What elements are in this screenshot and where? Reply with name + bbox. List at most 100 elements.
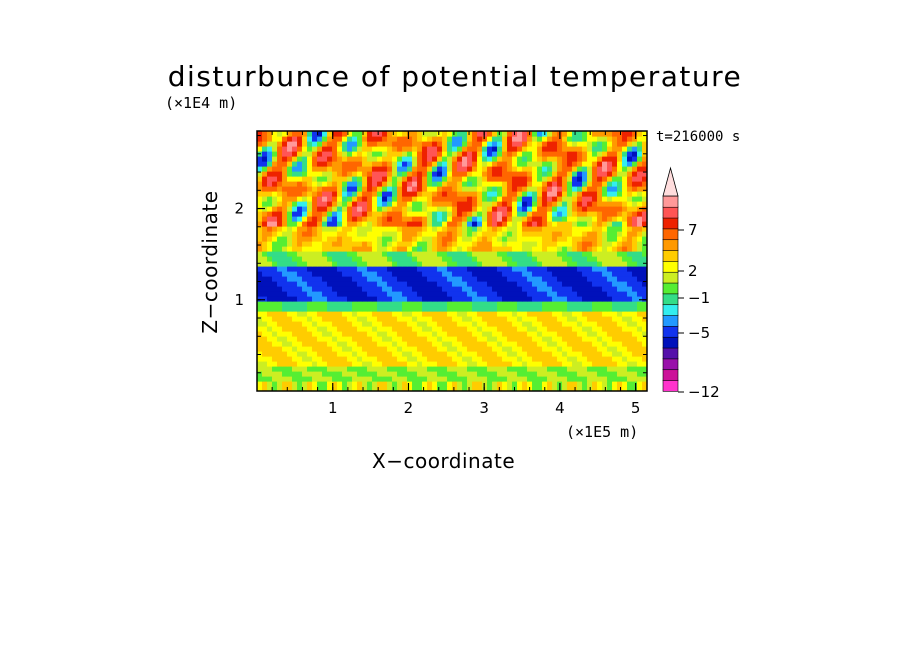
field-cell [607, 301, 613, 307]
field-cell [437, 321, 443, 327]
field-cell [587, 311, 593, 317]
field-cell [402, 261, 408, 267]
field-cell [627, 176, 633, 182]
field-cell [447, 371, 453, 377]
field-cell [502, 166, 508, 172]
field-cell [587, 191, 593, 197]
field-cell [457, 251, 463, 257]
field-cell [642, 336, 647, 342]
field-cell [422, 266, 428, 272]
field-cell [262, 196, 268, 202]
field-cell [392, 291, 398, 297]
field-cell [257, 311, 263, 317]
field-cell [412, 206, 418, 212]
field-cell [337, 221, 343, 227]
field-cell [607, 256, 613, 262]
field-cell [447, 236, 453, 242]
field-cell [587, 231, 593, 237]
field-cell [612, 321, 618, 327]
field-cell [357, 346, 363, 352]
field-cell [277, 306, 283, 312]
field-cell [482, 151, 488, 157]
field-cell [582, 346, 588, 352]
field-cell [537, 271, 543, 277]
field-cell [572, 201, 578, 207]
field-cell [262, 306, 268, 312]
field-cell [532, 386, 538, 391]
field-cell [332, 146, 338, 152]
field-cell [312, 316, 318, 322]
field-cell [552, 276, 558, 282]
field-cell [347, 311, 353, 317]
field-cell [322, 226, 328, 232]
field-cell [372, 136, 378, 142]
field-cell [642, 181, 647, 187]
field-cell [362, 151, 368, 157]
field-cell [522, 276, 528, 282]
field-cell [642, 146, 647, 152]
field-cell [322, 246, 328, 252]
colorbar-swatch [662, 260, 679, 273]
field-cell [287, 276, 293, 282]
field-cell [502, 191, 508, 197]
field-cell [302, 221, 308, 227]
field-cell [612, 341, 618, 347]
field-cell [377, 351, 383, 357]
field-cell [312, 366, 318, 372]
field-cell [412, 246, 418, 252]
field-cell [452, 216, 458, 222]
field-cell [517, 381, 523, 387]
field-cell [457, 316, 463, 322]
field-cell [442, 306, 448, 312]
field-cell [317, 211, 323, 217]
field-cell [642, 346, 647, 352]
field-cell [577, 196, 583, 202]
field-cell [642, 251, 647, 257]
field-cell [507, 151, 513, 157]
field-cell [487, 331, 493, 337]
field-cell [487, 166, 493, 172]
field-cell [482, 156, 488, 162]
field-cell [427, 301, 433, 307]
field-cell [262, 291, 268, 297]
field-cell [427, 356, 433, 362]
field-cell [367, 186, 373, 192]
field-cell [327, 356, 333, 362]
field-cell [517, 331, 523, 337]
field-cell [407, 281, 413, 287]
field-cell [462, 371, 468, 377]
field-cell [442, 186, 448, 192]
field-cell [587, 281, 593, 287]
field-cell [462, 291, 468, 297]
field-cell [547, 261, 553, 267]
field-cell [332, 136, 338, 142]
field-cell [607, 206, 613, 212]
field-cell [392, 181, 398, 187]
field-cell [437, 181, 443, 187]
field-cell [567, 216, 573, 222]
field-cell [487, 261, 493, 267]
field-cell [277, 216, 283, 222]
field-cell [282, 336, 288, 342]
field-cell [297, 321, 303, 327]
field-cell [617, 386, 623, 391]
field-cell [317, 301, 323, 307]
field-cell [502, 301, 508, 307]
field-cell [567, 331, 573, 337]
field-cell [592, 346, 598, 352]
field-cell [567, 326, 573, 332]
field-cell [602, 236, 608, 242]
field-cell [307, 266, 313, 272]
field-cell [347, 316, 353, 322]
field-cell [257, 191, 263, 197]
field-cell [402, 136, 408, 142]
field-cell [637, 201, 643, 207]
field-cell [477, 236, 483, 242]
field-cell [297, 366, 303, 372]
field-cell [372, 161, 378, 167]
field-cell [312, 281, 318, 287]
field-cell [332, 211, 338, 217]
field-cell [512, 296, 518, 302]
field-cell [512, 191, 518, 197]
field-cell [597, 286, 603, 292]
